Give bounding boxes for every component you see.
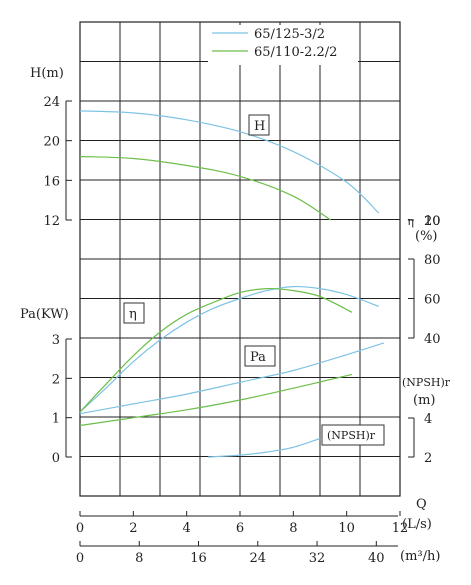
series-line-efficiency [79, 287, 353, 413]
legend: 65/125-3/2 65/110-2.2/2 [208, 25, 358, 65]
power-tick-label: 0 [52, 451, 60, 466]
curve-label-npsh: (NPSH)r [321, 424, 385, 446]
flow-ls-tick-label: 8 [289, 521, 297, 536]
series-line-head [79, 110, 380, 214]
flow-ls-tick-label: 4 [183, 521, 191, 536]
npsh-unit-label: (m) [413, 393, 435, 408]
flow-m3h-tick-label: 0 [76, 551, 84, 566]
efficiency-unit-label: (%) [415, 229, 438, 244]
power-tick-label: 2 [52, 372, 60, 387]
power-tick-label: 3 [52, 333, 60, 348]
legend-label-1: 65/125-3/2 [254, 27, 325, 42]
grid [79, 21, 401, 497]
efficiency-tick-label: 80 [424, 253, 441, 268]
flow-m3h-unit-label: (m³/h) [400, 549, 440, 564]
npsh-tick-label: 4 [424, 412, 432, 427]
flow-ls-tick-label: 6 [236, 521, 244, 536]
flow-m3h-tick-label: 32 [309, 551, 326, 566]
power-tick-label: 1 [52, 412, 60, 427]
flow-ls-tick-label: 0 [76, 521, 84, 536]
series-line-efficiency [79, 285, 379, 413]
flow-ls-tick-label: 12 [392, 521, 409, 536]
head-tick-label: 16 [43, 174, 60, 189]
head-tick-label: 12 [43, 214, 60, 229]
head-tick-label: 20 [43, 135, 60, 150]
q-axis-label: Q [416, 497, 427, 512]
series-line-head [79, 155, 332, 221]
series-line-power [79, 342, 385, 415]
flow-ls-tick-label: 2 [129, 521, 137, 536]
curve-label-efficiency: η [123, 302, 145, 324]
svg-text:H: H [254, 119, 265, 134]
npsh-tick-label: 2 [424, 451, 432, 466]
efficiency-axis-symbol: η [407, 215, 414, 228]
head-tick-label: 24 [43, 95, 60, 110]
flow-m3h-tick-label: 8 [135, 551, 143, 566]
efficiency-tick-label: 40 [424, 332, 441, 347]
npsh-axis-label: (NPSH)r [402, 376, 451, 389]
flow-ls-tick-label: 10 [338, 521, 355, 536]
curve-label-head: H [248, 114, 270, 136]
svg-text:η: η [129, 307, 137, 322]
series-line-power [79, 373, 353, 427]
efficiency-top-tick-label: 10 [424, 214, 441, 229]
power-axis-label: Pa(KW) [20, 307, 69, 322]
efficiency-tick-label: 60 [424, 293, 441, 308]
svg-text:Pa: Pa [250, 350, 266, 365]
svg-text:(NPSH)r: (NPSH)r [327, 429, 376, 442]
legend-label-2: 65/110-2.2/2 [254, 45, 337, 60]
flow-ls-unit-label: (L/s) [402, 517, 432, 532]
efficiency-top-tick-label: 20 [424, 214, 441, 229]
flow-m3h-tick-label: 24 [250, 551, 267, 566]
series-line-npsh [207, 437, 321, 458]
flow-m3h-tick-label: 16 [190, 551, 207, 566]
curve-label-power: Pa [244, 345, 276, 367]
flow-m3h-tick-label: 40 [368, 551, 385, 566]
head-axis-label: H(m) [30, 66, 64, 81]
curves [79, 110, 385, 458]
